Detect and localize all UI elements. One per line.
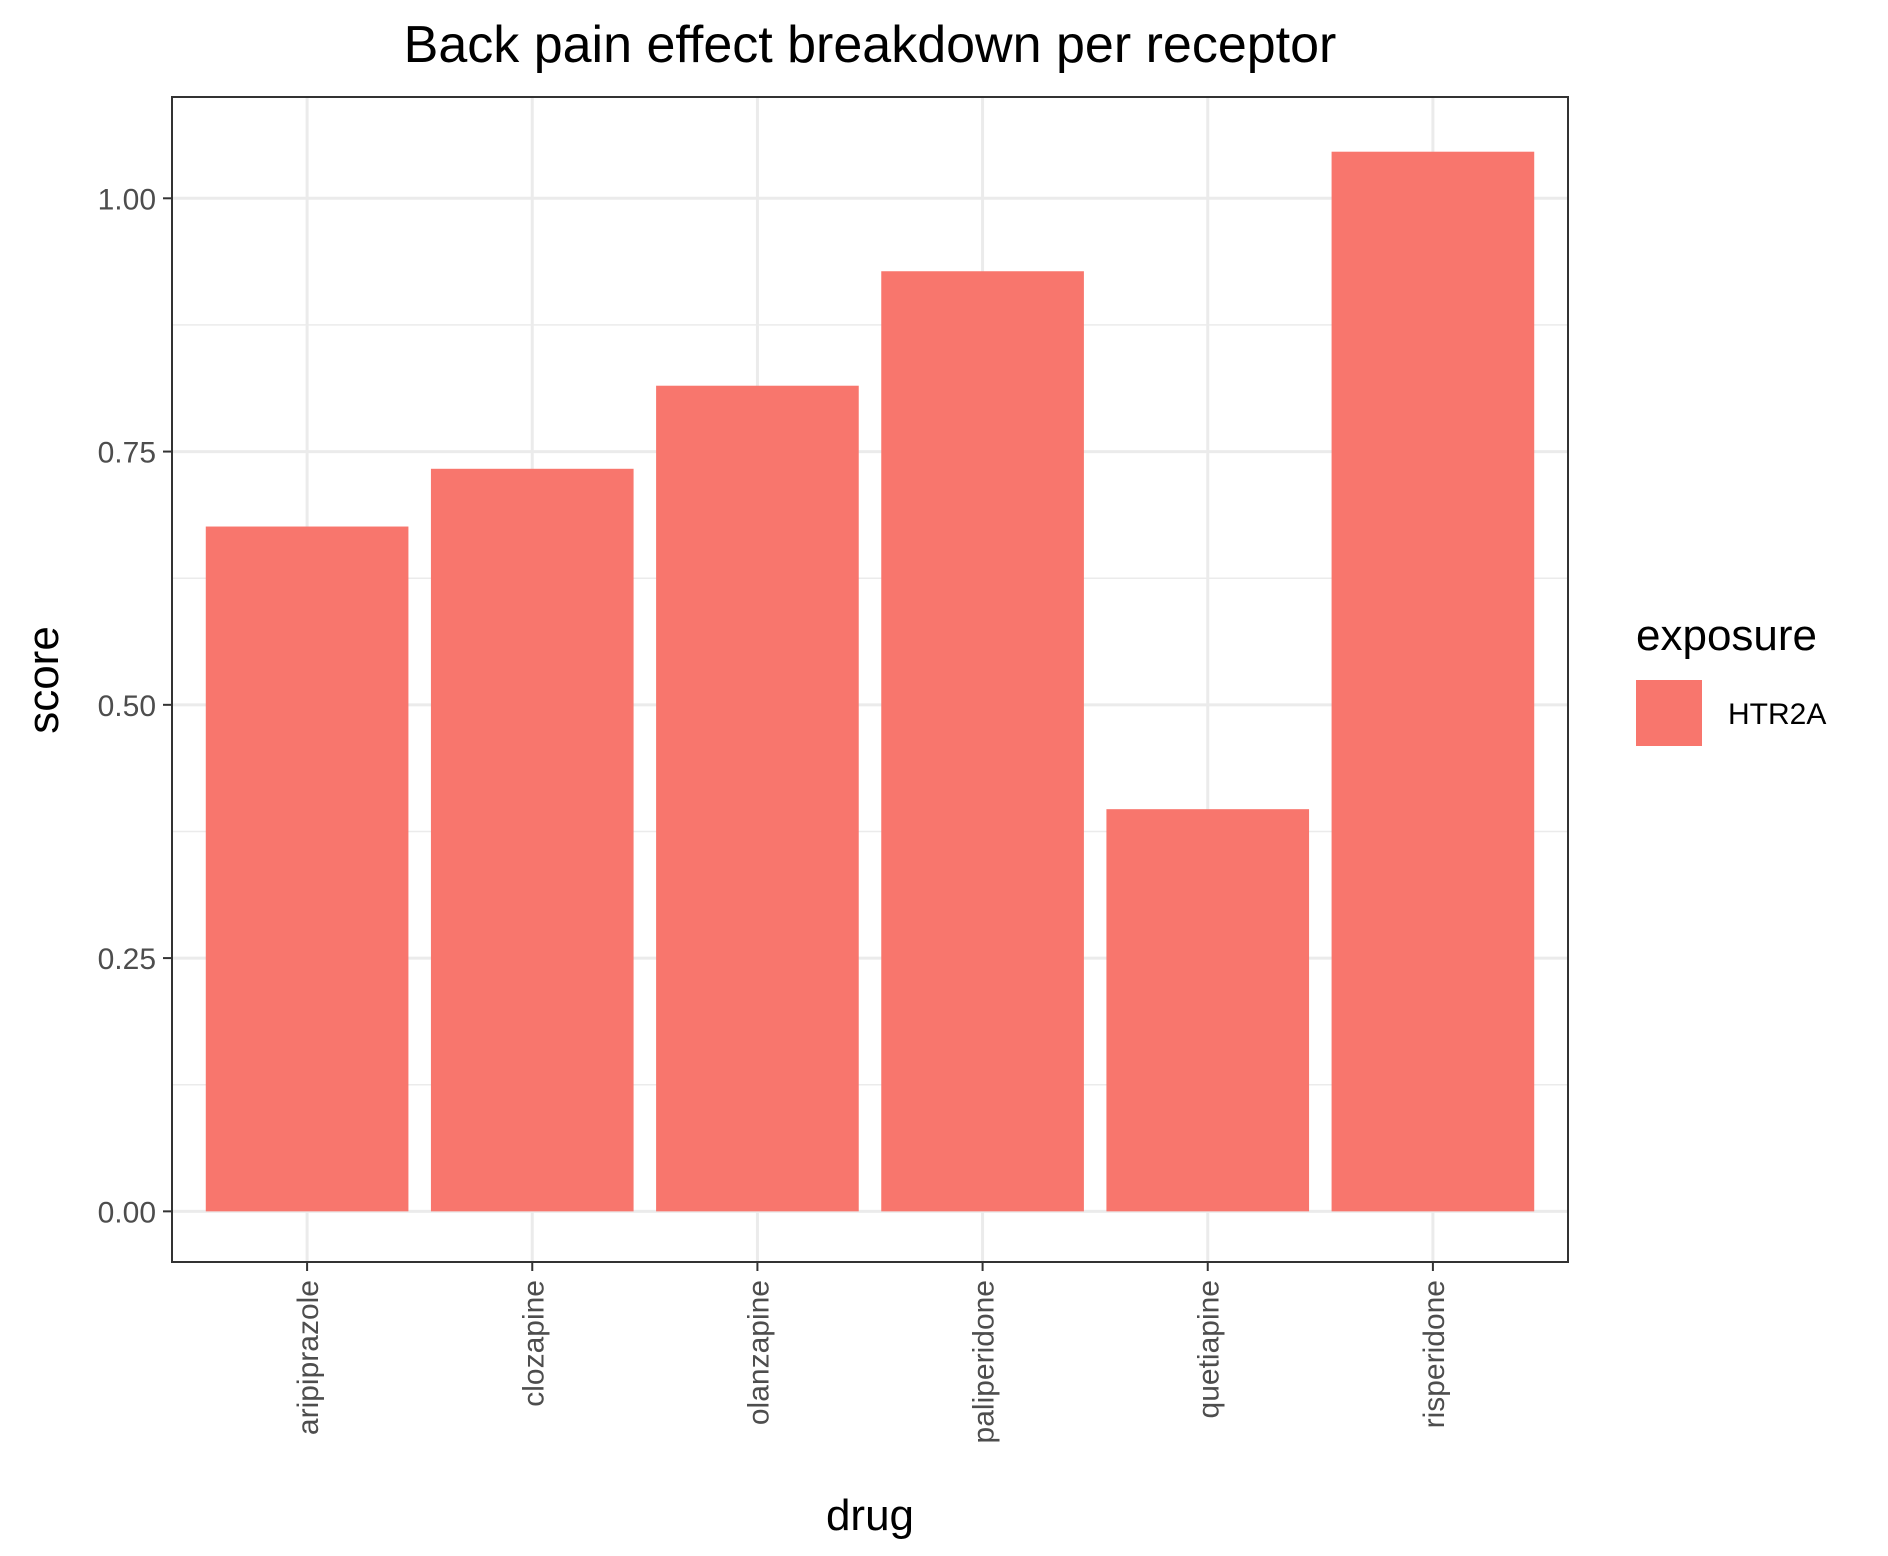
legend-title: exposure: [1636, 611, 1817, 660]
bar-aripiprazole: [205, 526, 409, 1212]
legend-items: HTR2A: [1636, 680, 1826, 746]
y-tick-label: 0.25: [98, 943, 156, 976]
bar-olanzapine: [656, 385, 859, 1212]
bar-quetiapine: [1106, 809, 1310, 1212]
chart-title: Back pain effect breakdown per receptor: [404, 16, 1337, 74]
bar-risperidone: [1331, 151, 1535, 1212]
y-axis: 0.00 0.25 0.50 0.75 1.00: [98, 183, 172, 1229]
x-tick-label: risperidone: [1418, 1280, 1451, 1428]
y-tick-label: 0.75: [98, 437, 156, 470]
x-axis-title: drug: [826, 1491, 914, 1540]
legend: exposure HTR2A: [1636, 611, 1826, 746]
bar-clozapine: [430, 468, 634, 1212]
legend-key: [1636, 680, 1702, 746]
x-tick-label: aripiprazole: [292, 1280, 325, 1435]
x-tick-label: clozapine: [517, 1280, 550, 1407]
x-tick-label: olanzapine: [742, 1280, 775, 1425]
legend-label: HTR2A: [1728, 698, 1826, 731]
bars: [205, 151, 1535, 1212]
y-tick-label: 0.00: [98, 1196, 156, 1229]
x-tick-label: quetiapine: [1193, 1280, 1226, 1418]
bar-paliperidone: [881, 271, 1084, 1212]
y-tick-label: 1.00: [98, 183, 156, 216]
x-tick-label: paliperidone: [968, 1280, 1001, 1443]
panel-border: [171, 96, 1569, 1263]
x-axis: aripiprazole clozapine olanzapine paliperid…: [292, 1262, 1451, 1443]
y-tick-label: 0.50: [98, 690, 156, 723]
y-axis-title: score: [19, 626, 68, 734]
